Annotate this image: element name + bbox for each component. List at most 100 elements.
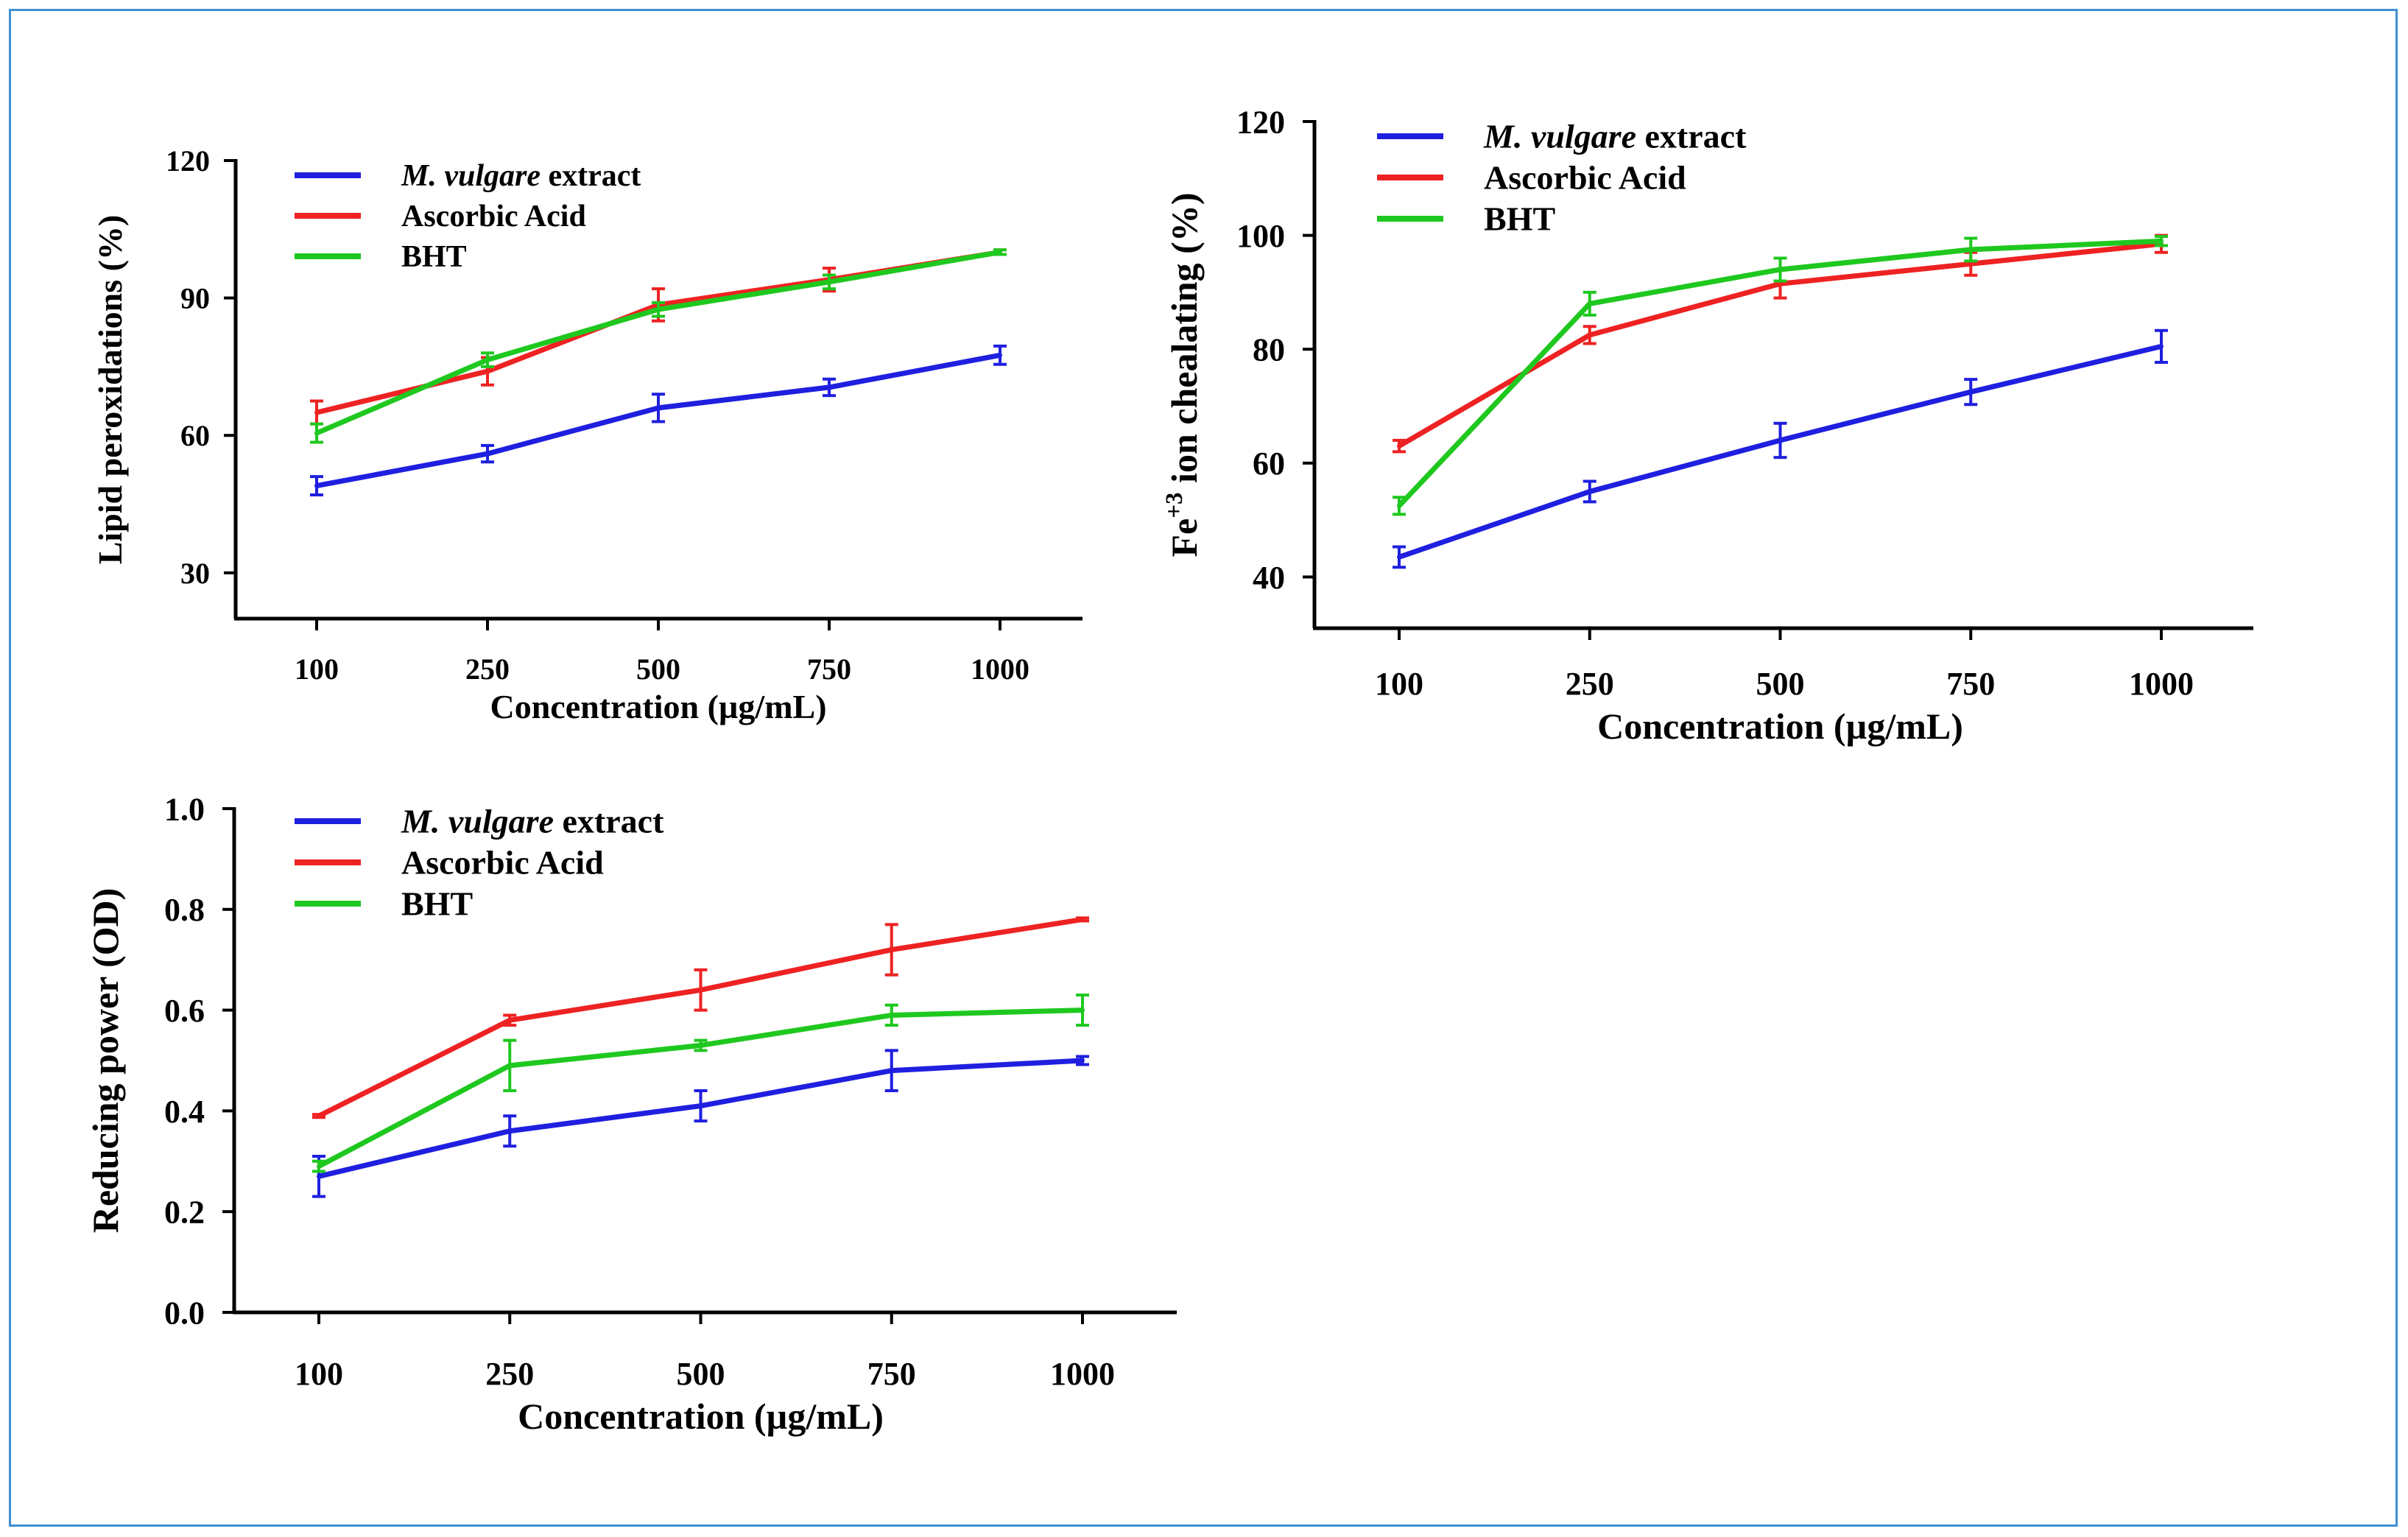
- series-line: [317, 917, 1083, 1119]
- legend-label-text: extract: [541, 159, 641, 193]
- data-point: [1397, 503, 1401, 508]
- x-tick-label: 1000: [1050, 1356, 1115, 1392]
- y-tick-label: 0.4: [164, 1094, 205, 1130]
- legend-label-text: extract: [1636, 117, 1747, 155]
- data-point: [317, 1114, 321, 1119]
- data-point: [1587, 301, 1592, 306]
- x-tick-label: 1000: [971, 653, 1029, 686]
- data-point: [1080, 1007, 1085, 1013]
- legend-label: Ascorbic Acid: [1484, 158, 1686, 196]
- data-point: [314, 483, 319, 488]
- x-tick-label: 1000: [2129, 666, 2194, 702]
- y-axis-title-base: Fe: [1163, 518, 1205, 558]
- series-2: [312, 916, 1089, 1119]
- y-tick-label: 90: [180, 282, 210, 315]
- data-point: [317, 1174, 321, 1179]
- legend-label: Ascorbic Acid: [401, 200, 586, 233]
- y-axis-title: Reducing power (OD): [85, 888, 126, 1234]
- legend-label-italic: M. vulgare: [401, 802, 554, 840]
- data-point: [698, 1043, 703, 1048]
- legend-label: BHT: [401, 884, 473, 922]
- series-1: [310, 344, 1007, 497]
- legend-label: BHT: [1484, 200, 1555, 237]
- data-point: [889, 1068, 894, 1073]
- y-tick-label: 0.2: [164, 1195, 205, 1231]
- chart-1: 30 60 90 120 100 250 500 750 1000 Concentration (…: [91, 144, 1082, 725]
- series-3: [310, 248, 1007, 444]
- legend-label: Ascorbic Acid: [401, 843, 604, 881]
- data-point: [827, 384, 831, 390]
- data-point: [1968, 247, 1974, 252]
- data-point: [889, 1013, 894, 1018]
- data-point: [698, 988, 703, 993]
- data-point: [998, 353, 1002, 358]
- data-point: [1778, 267, 1783, 272]
- chart-2: 40 60 80 100 120 100 250 500 750 1000 Concentratio…: [1161, 104, 2253, 747]
- data-point: [485, 357, 490, 362]
- legend-label: M. vulgare extract: [401, 159, 641, 193]
- data-point: [507, 1063, 513, 1068]
- data-point: [1587, 489, 1592, 494]
- data-point: [1778, 437, 1783, 443]
- data-point: [656, 405, 661, 410]
- y-tick-label: 120: [166, 144, 210, 177]
- x-tick-label: 750: [1946, 666, 1995, 702]
- y-tick-label: 60: [1253, 446, 1285, 482]
- x-tick-label: 250: [485, 1356, 534, 1392]
- x-tick-label: 750: [807, 653, 851, 686]
- data-point: [485, 451, 490, 457]
- data-point: [1397, 555, 1401, 560]
- y-tick-label: 80: [1253, 332, 1285, 368]
- x-axis-title: Concentration (µg/mL): [490, 688, 826, 725]
- series-line: [317, 1007, 1083, 1169]
- x-tick-label: 100: [1375, 666, 1423, 702]
- x-tick-label: 250: [465, 653, 510, 686]
- data-point: [314, 431, 319, 436]
- data-point: [998, 250, 1002, 255]
- series-1: [312, 1049, 1089, 1198]
- data-point: [1397, 443, 1401, 449]
- data-point: [827, 279, 831, 284]
- y-tick-label: 120: [1236, 104, 1285, 140]
- x-tick-label: 100: [295, 1356, 343, 1392]
- y-tick-label: 1.0: [164, 791, 205, 827]
- x-tick-label: 750: [867, 1356, 916, 1392]
- y-tick-label: 0.0: [164, 1295, 205, 1331]
- data-point: [1968, 390, 1974, 395]
- x-tick-label: 500: [636, 653, 680, 686]
- x-axis-title: Concentration (µg/mL): [518, 1396, 884, 1437]
- legend-label-text: extract: [554, 802, 664, 840]
- x-tick-label: 100: [295, 653, 339, 686]
- legend-label-italic: M. vulgare: [401, 159, 541, 193]
- y-axis-title-rest: ion chealating (%): [1163, 193, 1205, 493]
- data-point: [1968, 261, 1974, 267]
- data-point: [698, 1103, 703, 1108]
- legend-label-italic: M. vulgare: [1483, 117, 1636, 155]
- x-tick-label: 500: [1756, 666, 1805, 702]
- y-tick-label: 0.6: [164, 993, 205, 1029]
- y-tick-label: 100: [1236, 218, 1285, 254]
- series-3: [1393, 235, 2168, 516]
- legend-label: M. vulgare extract: [1483, 117, 1747, 155]
- data-point: [314, 410, 319, 415]
- series-1: [1393, 328, 2168, 569]
- y-tick-label: 0.8: [164, 892, 205, 928]
- y-tick-label: 60: [180, 419, 210, 452]
- y-tick-label: 40: [1253, 560, 1285, 596]
- data-point: [317, 1164, 321, 1169]
- data-point: [507, 1128, 513, 1133]
- y-axis-title-superscript: +3: [1161, 492, 1188, 518]
- legend: M. vulgare extract Ascorbic Acid BHT: [295, 159, 641, 274]
- data-point: [507, 1018, 513, 1023]
- data-point: [1080, 1058, 1085, 1063]
- legend-label: BHT: [401, 240, 467, 274]
- y-axis-title: Lipid peroxidations (%): [91, 215, 129, 565]
- y-axis-title: Fe+3 ion chealating (%): [1161, 193, 1205, 558]
- x-axis-title: Concentration (µg/mL): [1597, 706, 1963, 747]
- data-point: [889, 947, 894, 952]
- data-point: [1587, 332, 1592, 337]
- data-point: [1778, 281, 1783, 286]
